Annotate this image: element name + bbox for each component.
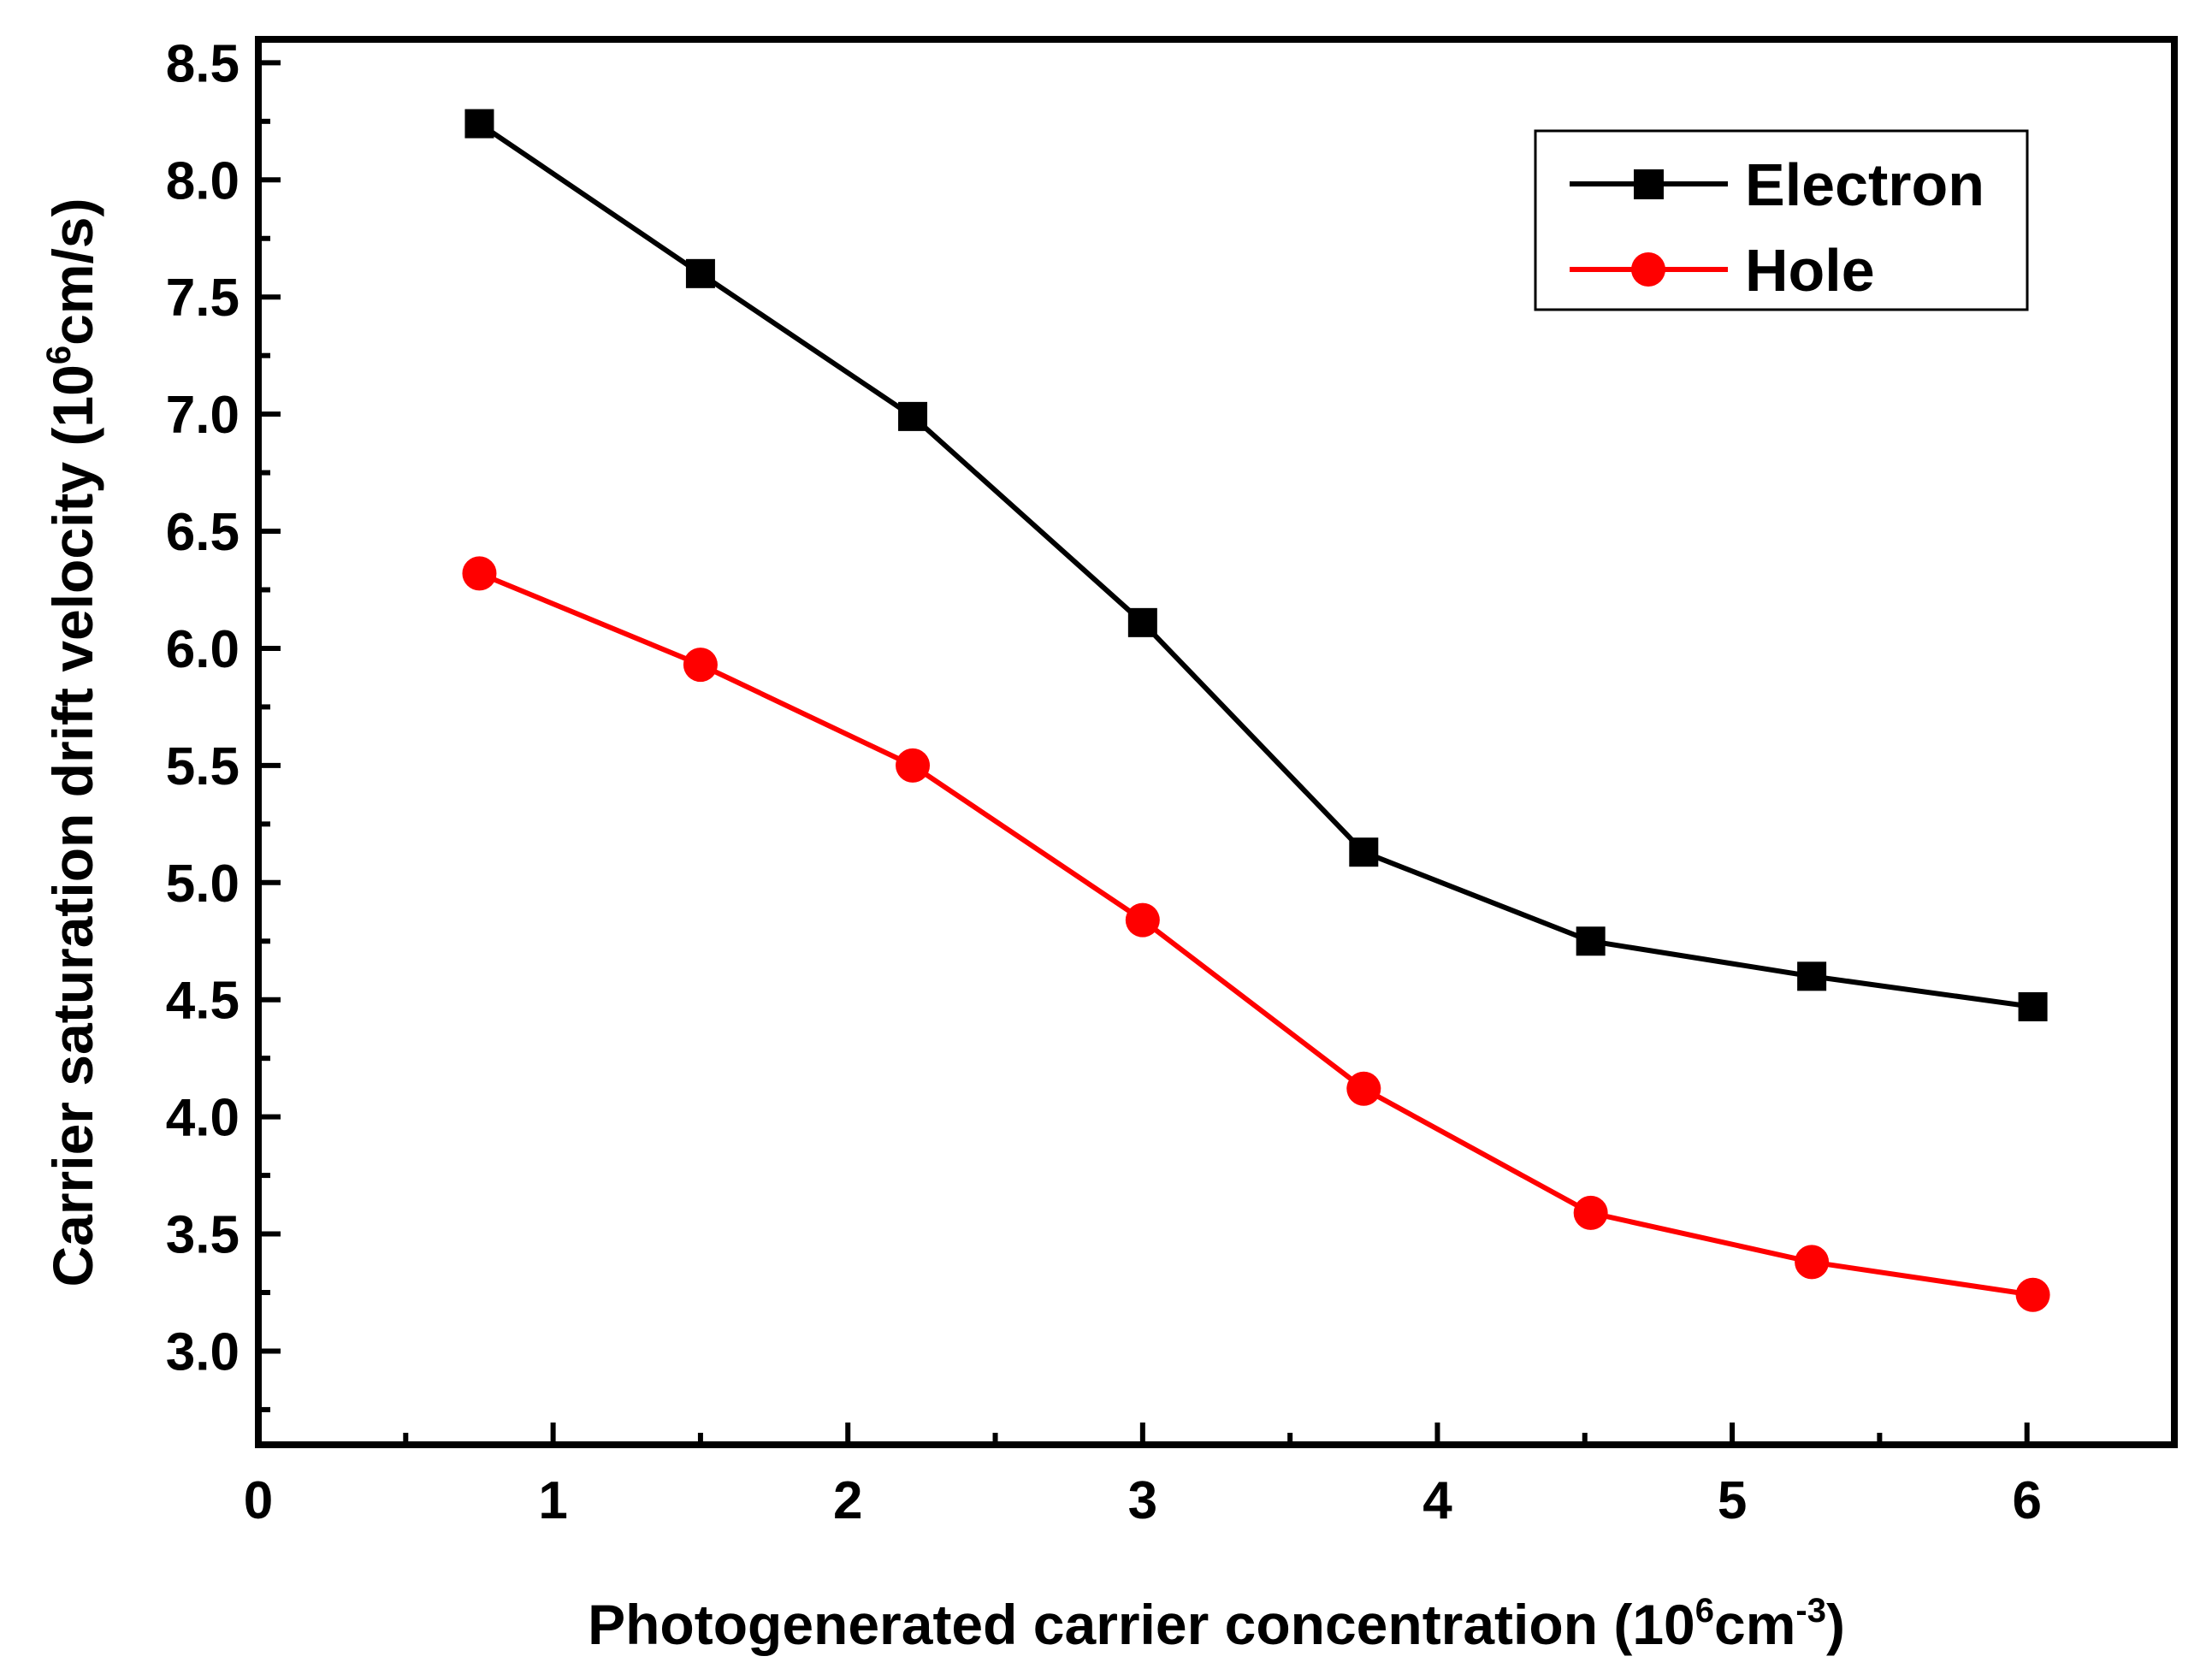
- plot-frame: [255, 36, 2178, 1448]
- hole-point: [896, 748, 931, 783]
- x-tick-label: 6: [2012, 1471, 2041, 1530]
- electron-point: [1349, 837, 1379, 867]
- y-tick-label: 5.5: [166, 737, 240, 796]
- x-tick-label: 5: [1718, 1471, 1747, 1530]
- hole-line: [478, 571, 2034, 1298]
- legend-electron-marker: [1634, 169, 1664, 199]
- hole-point: [1125, 902, 1160, 938]
- series-hole: [462, 556, 2050, 1312]
- legend: Electron Hole: [1534, 129, 2029, 311]
- y-tick-label: 6.0: [166, 620, 240, 679]
- x-tick-label: 4: [1422, 1471, 1452, 1530]
- series-electron: [464, 109, 2048, 1021]
- electron-line: [477, 121, 2033, 1009]
- y-tick-label: 4.5: [166, 972, 240, 1031]
- y-tick-label: 7.5: [166, 269, 240, 328]
- x-tick-label: 0: [244, 1471, 273, 1530]
- hole-point: [1346, 1071, 1381, 1106]
- y-tick-label: 6.5: [166, 503, 240, 562]
- electron-point: [898, 401, 928, 431]
- y-axis-title: Carrier saturation drift velocity (106cm…: [40, 198, 104, 1287]
- electron-point: [1127, 607, 1157, 637]
- hole-point: [2015, 1277, 2050, 1312]
- electron-point: [464, 109, 494, 139]
- legend-electron-label: Electron: [1745, 151, 1984, 218]
- y-tick-label: 7.0: [166, 386, 240, 445]
- x-tick-label: 2: [833, 1471, 862, 1530]
- hole-point: [1795, 1245, 1830, 1280]
- y-tick-label: 5.0: [166, 855, 240, 914]
- x-tick-label: 1: [538, 1471, 567, 1530]
- electron-point: [685, 258, 715, 288]
- electron-point: [1576, 926, 1606, 956]
- y-tick-label: 8.0: [166, 151, 240, 210]
- x-axis-ticks: 0 1 2 3 4 5 6: [244, 1423, 2042, 1530]
- legend-box: [1534, 129, 2029, 311]
- hole-point: [683, 648, 718, 683]
- y-tick-label: 4.0: [166, 1089, 240, 1148]
- legend-hole-marker: [1631, 252, 1665, 287]
- hole-point: [462, 556, 497, 591]
- x-axis-title: Photogenerated carrier concentration (10…: [588, 1592, 1845, 1656]
- electron-point: [2018, 991, 2048, 1021]
- electron-point: [1797, 961, 1827, 991]
- y-tick-label: 3.5: [166, 1206, 240, 1265]
- x-tick-label: 3: [1128, 1471, 1157, 1530]
- y-tick-label: 8.5: [166, 34, 240, 93]
- y-tick-label: 3.0: [166, 1322, 240, 1381]
- legend-hole-label: Hole: [1745, 237, 1875, 304]
- hole-point: [1573, 1195, 1608, 1230]
- series-layer: [462, 109, 2050, 1312]
- y-axis-ticks: 3.0 3.5 4.0 4.5 5.0 5.5 6.0 6.5 7.0 7.5 8.0 8.5: [166, 34, 281, 1412]
